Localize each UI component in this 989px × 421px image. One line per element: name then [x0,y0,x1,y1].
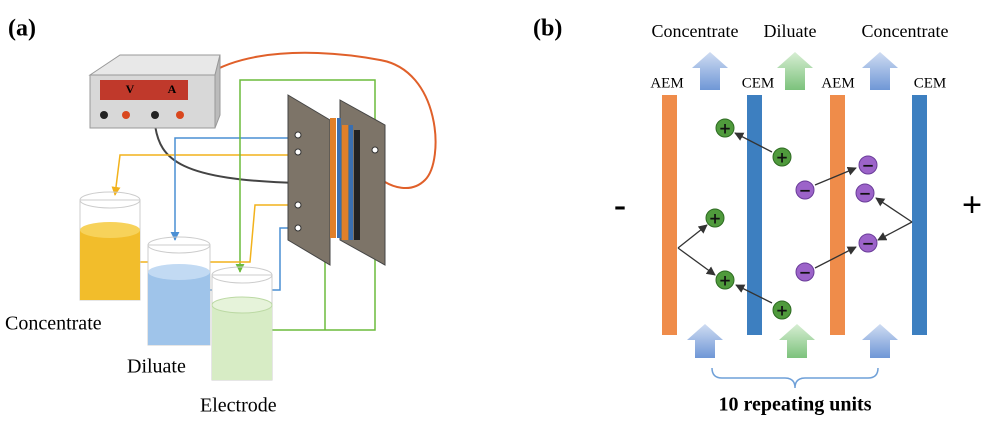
ion-sign: − [799,264,812,282]
port [371,146,379,154]
stream-label: Diluate [764,21,817,41]
ion-sign: + [719,272,732,290]
panel-label: (b) [533,16,562,42]
end-plate [287,94,331,266]
flow-arrow [687,324,723,358]
ion-arrow [814,246,857,269]
anion [858,155,878,175]
anion [855,183,875,203]
membrane [342,125,348,240]
ions: +++++−−−−− [705,118,878,320]
cation [715,118,735,138]
liquid-top [211,296,273,314]
flow-arrow [862,324,898,358]
flow-arrow [777,52,813,90]
electrode-sign: - [614,184,626,224]
anion [858,233,878,253]
membrane [354,130,360,240]
ion-arrow [734,132,773,153]
ion-arrow [875,197,913,223]
reservoir-label: Electrode [200,395,277,417]
stream-label: Concentrate [652,21,739,41]
liquid [148,272,210,345]
membrane [662,95,677,335]
liquid-top [80,222,140,238]
ion-sign: − [859,185,872,203]
membrane [747,95,762,335]
cation [705,208,725,228]
port [294,201,302,209]
ion-arrow [735,284,773,304]
brace [711,367,879,389]
ion-sign: + [776,149,789,167]
liquid [212,305,272,380]
display [100,80,188,100]
ion-arrow [677,247,716,276]
cation [772,147,792,167]
display-label: A [168,82,177,96]
knob [100,111,108,119]
membrane-label: CEM [914,75,947,91]
ion-paths [677,132,913,304]
membrane [349,125,353,240]
flow-arrows [687,52,898,358]
caption: 10 repeating units [719,394,872,416]
cylinder-rim [79,191,141,209]
flow-arrow [692,52,728,90]
membrane-label: AEM [650,75,683,91]
tube [111,154,298,196]
membrane [330,118,336,238]
cation [715,270,735,290]
power-supply-top [88,54,221,76]
cylinder-rim [211,266,273,284]
liquid-top [148,264,210,280]
wire [154,124,301,184]
membrane-label: AEM [821,75,854,91]
display-label: V [126,82,135,96]
reservoir-label: Concentrate [5,313,102,335]
ion-sign: − [862,235,875,253]
ion-sign: + [709,210,722,228]
tube [235,79,330,273]
tube [170,137,298,241]
ion-sign: + [719,120,732,138]
membrane [830,95,845,335]
knob [151,111,159,119]
port [294,148,302,156]
port [294,224,302,232]
ion-arrow [677,224,708,249]
membrane [912,95,927,335]
cylinder-rim [147,236,211,254]
ion-arrow [877,221,913,241]
membrane-label: CEM [742,75,775,91]
stream-label: Concentrate [862,21,949,41]
anion [795,180,815,200]
cation [772,300,792,320]
port [294,131,302,139]
panel-label: (a) [8,16,36,42]
ion-sign: − [799,182,812,200]
electrode-sign: + [962,184,983,224]
anion [795,262,815,282]
flow-arrow [862,52,898,90]
reservoir-label: Diluate [127,356,186,378]
knob [176,111,184,119]
ion-arrow [814,166,857,186]
ion-sign: − [862,157,875,175]
flow-arrow [779,324,815,358]
knob [122,111,130,119]
wire [179,51,437,190]
ion-sign: + [776,302,789,320]
liquid [80,230,140,300]
membrane [337,118,341,238]
